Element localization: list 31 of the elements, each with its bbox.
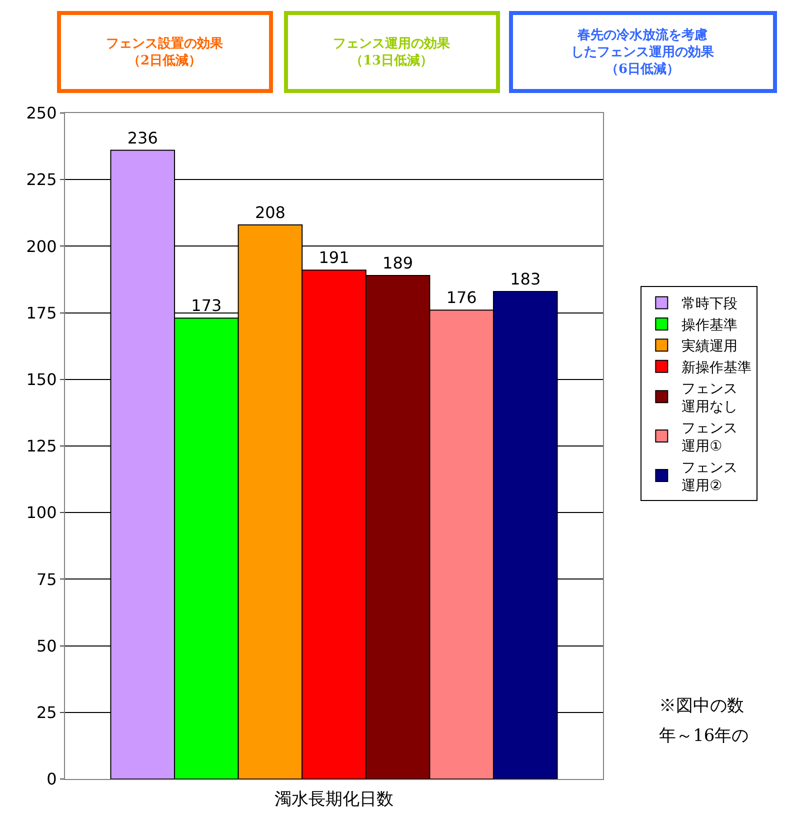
legend-label: フェンス運用② xyxy=(682,460,738,494)
y-tick-label: 75 xyxy=(36,570,57,589)
x-axis-title: 濁水長期化日数 xyxy=(274,789,394,810)
legend-label: 新操作基準 xyxy=(682,360,752,376)
data-label: 176 xyxy=(446,288,477,308)
y-tick-label: 100 xyxy=(26,503,57,522)
data-label: 236 xyxy=(127,128,158,148)
y-tick-label: 50 xyxy=(36,636,57,656)
y-tick-label: 250 xyxy=(26,104,57,123)
data-label: 208 xyxy=(254,202,286,222)
legend-label: フェンス運用なし xyxy=(682,381,738,416)
text: フェンス運用の効果（13日低減） xyxy=(333,36,451,68)
y-tick-label: 150 xyxy=(26,370,57,389)
y-tick-label: 0 xyxy=(46,770,57,789)
data-label: 189 xyxy=(382,254,414,272)
text: 年～16年の xyxy=(659,726,749,746)
legend-label: フェンス運用① xyxy=(682,420,738,455)
y-tick-label: 175 xyxy=(26,303,57,322)
text: 春先の冷水放流を考慮したフェンス運用の効果（6日低減） xyxy=(571,27,715,77)
y-tick-label: 125 xyxy=(26,436,57,456)
data-label: 183 xyxy=(510,269,541,288)
text: フェンス設置の効果（2日低減） xyxy=(106,36,224,68)
data-label: 173 xyxy=(191,296,222,316)
legend-label: 常時下段 xyxy=(682,296,738,312)
y-tick-label: 225 xyxy=(26,170,57,190)
legend-label: 操作基準 xyxy=(682,317,738,334)
data-label: 191 xyxy=(318,248,350,268)
y-tick-label: 200 xyxy=(26,236,57,256)
text: ※図中の数 xyxy=(659,696,744,716)
y-tick-label: 25 xyxy=(36,703,57,722)
legend-label: 実績運用 xyxy=(682,338,738,355)
